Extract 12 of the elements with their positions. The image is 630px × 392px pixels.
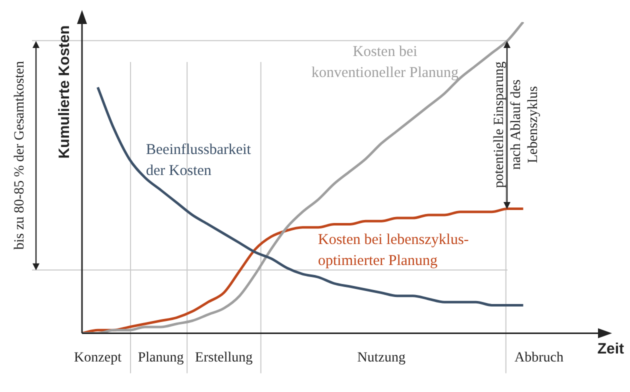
- x-tick-label: Nutzung: [357, 350, 406, 366]
- series-label: Kosten bei konventioneller Planung: [311, 44, 460, 81]
- series-label: Kosten bei lebenszyklus- optimierter Planung: [318, 232, 469, 269]
- text: bis zu 80-85 % der Gesamtkosten: [12, 61, 28, 250]
- x-axis-title: Zeit: [597, 340, 624, 358]
- x-tick-label: Konzept: [74, 350, 122, 366]
- series-label: Beeinflussbarkeit der Kosten: [146, 142, 252, 179]
- x-tick-label: Erstellung: [195, 350, 253, 366]
- x-tick-label: Planung: [138, 350, 184, 366]
- annotation: potentielle Einsparung nach Ablauf des Lebenszyklus: [492, 62, 542, 188]
- x-tick-label: Abbruch: [514, 350, 564, 366]
- y-axis-title: Kumulierte Kosten: [56, 25, 74, 159]
